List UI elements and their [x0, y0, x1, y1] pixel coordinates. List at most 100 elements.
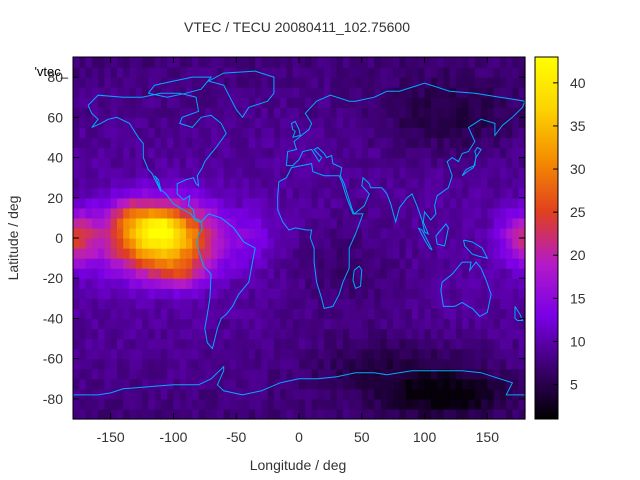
heatmap-cell	[292, 177, 300, 189]
heatmap-cell	[116, 398, 124, 410]
heatmap-cell	[286, 157, 294, 169]
heatmap-cell	[110, 288, 118, 299]
heatmap-cell	[380, 268, 388, 279]
heatmap-cell	[518, 258, 526, 269]
heatmap-cell	[430, 77, 438, 88]
heatmap-cell	[493, 308, 501, 320]
heatmap-cell	[292, 348, 300, 360]
heatmap-cell	[481, 177, 488, 189]
heatmap-cell	[518, 197, 526, 209]
heatmap-cell	[493, 107, 501, 118]
heatmap-cell	[462, 97, 470, 108]
heatmap-cell	[324, 398, 331, 410]
heatmap-cell	[324, 348, 331, 360]
heatmap-cell	[487, 107, 495, 118]
heatmap-cell	[186, 268, 193, 279]
heatmap-cell	[412, 217, 419, 229]
heatmap-cell	[198, 368, 206, 380]
heatmap-cell	[223, 258, 231, 269]
heatmap-cell	[455, 318, 463, 330]
heatmap-cell	[192, 67, 200, 78]
colorbar-tick-label: 30	[570, 161, 586, 177]
heatmap-cell	[248, 238, 256, 249]
heatmap-cell	[73, 318, 80, 330]
heatmap-cell	[361, 388, 369, 400]
heatmap-cell	[229, 318, 237, 330]
heatmap-cell	[179, 207, 187, 219]
heatmap-cell	[104, 97, 112, 108]
heatmap-cell	[223, 157, 231, 169]
heatmap-cell	[336, 87, 344, 98]
heatmap-cell	[342, 328, 350, 340]
heatmap-cell	[499, 167, 507, 179]
heatmap-cell	[261, 268, 269, 279]
heatmap-cell	[204, 67, 212, 78]
heatmap-cell	[273, 127, 281, 139]
heatmap-cell	[506, 378, 514, 390]
heatmap-cell	[317, 207, 325, 219]
heatmap-cell	[116, 238, 124, 249]
heatmap-cell	[110, 398, 118, 410]
heatmap-cell	[393, 117, 401, 128]
heatmap-cell	[110, 268, 118, 279]
heatmap-cell	[330, 97, 338, 108]
heatmap-cell	[361, 398, 369, 410]
heatmap-cell	[418, 238, 426, 249]
heatmap-cell	[280, 177, 288, 189]
heatmap-cell	[374, 187, 382, 199]
heatmap-cell	[493, 167, 501, 179]
heatmap-cell	[104, 398, 112, 410]
heatmap-cell	[468, 147, 476, 159]
heatmap-cell	[324, 318, 331, 330]
heatmap-cell	[211, 388, 218, 400]
heatmap-cell	[85, 238, 93, 249]
heatmap-cell	[437, 368, 444, 380]
heatmap-cell	[129, 368, 137, 380]
heatmap-cell	[487, 238, 495, 249]
heatmap-cell	[192, 328, 200, 340]
y-tick-label: 80	[47, 69, 63, 85]
heatmap-cell	[311, 378, 319, 390]
heatmap-cell	[73, 378, 80, 390]
heatmap-cell	[73, 97, 80, 108]
heatmap-cell	[374, 97, 382, 108]
heatmap-cell	[192, 187, 200, 199]
heatmap-cell	[336, 318, 344, 330]
heatmap-cell	[160, 147, 168, 159]
heatmap-cell	[248, 97, 256, 108]
heatmap-cell	[179, 97, 187, 108]
heatmap-cell	[506, 217, 514, 229]
heatmap-cell	[449, 358, 457, 370]
heatmap-cell	[468, 378, 476, 390]
x-tick-label: 50	[354, 429, 370, 445]
heatmap-cell	[412, 268, 419, 279]
heatmap-cell	[437, 117, 444, 128]
heatmap-cell	[255, 248, 262, 259]
heatmap-cell	[324, 157, 331, 169]
heatmap-cell	[349, 328, 357, 340]
heatmap-cell	[267, 97, 275, 108]
heatmap-cell	[518, 388, 526, 400]
heatmap-cell	[481, 238, 488, 249]
heatmap-cell	[116, 117, 124, 128]
heatmap-cell	[361, 107, 369, 118]
heatmap-cell	[368, 298, 375, 309]
heatmap-cell	[324, 328, 331, 340]
heatmap-cell	[104, 238, 112, 249]
heatmap-cell	[104, 77, 112, 88]
heatmap-cell	[167, 127, 175, 139]
heatmap-cell	[311, 348, 319, 360]
heatmap-cell	[512, 207, 520, 219]
heatmap-cell	[380, 278, 388, 289]
heatmap-cell	[474, 97, 482, 108]
heatmap-cell	[73, 107, 80, 118]
heatmap-cell	[135, 187, 143, 199]
heatmap-cell	[430, 388, 438, 400]
heatmap-cell	[148, 288, 156, 299]
heatmap-cell	[349, 308, 357, 320]
heatmap-cell	[123, 217, 131, 229]
heatmap-cell	[449, 137, 457, 149]
heatmap-cell	[380, 318, 388, 330]
heatmap-cell	[110, 97, 118, 108]
heatmap-cell	[518, 137, 526, 149]
